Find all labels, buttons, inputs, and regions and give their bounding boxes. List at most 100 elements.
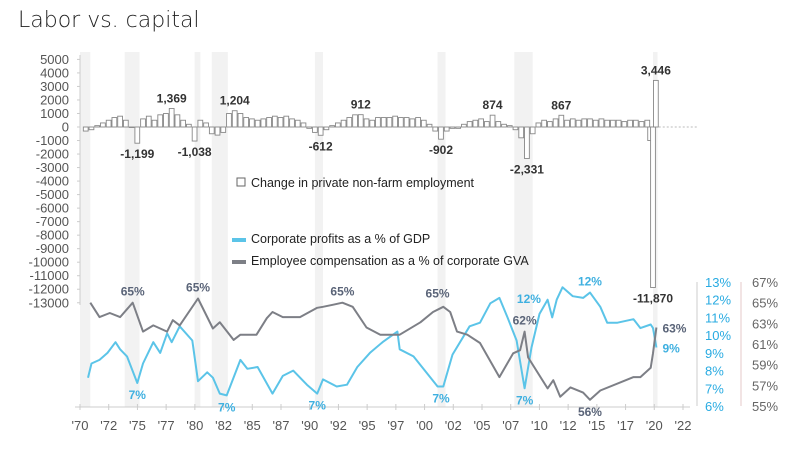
compensation-axis-label: 67%: [752, 275, 778, 290]
employment-bar: [186, 123, 192, 128]
profits-axis-label: 8%: [705, 364, 724, 379]
bar-data-label: 912: [351, 98, 371, 112]
bar-data-label: 1,369: [157, 91, 187, 105]
x-tick-label: '10: [531, 418, 548, 433]
x-tick-label: '77: [158, 418, 175, 433]
employment-bar: [524, 126, 530, 159]
x-tick-label: '00: [416, 418, 433, 433]
bar-data-label: 3,446: [641, 63, 671, 77]
employment-bar: [128, 126, 135, 128]
x-tick-label: '05: [474, 418, 491, 433]
line-data-label: 7%: [218, 400, 236, 414]
employment-bar: [363, 118, 370, 128]
employment-bar: [323, 126, 330, 131]
employment-bar: [426, 123, 433, 128]
employment-bar: [88, 126, 95, 131]
employment-bar: [575, 119, 582, 128]
line-data-label: 12%: [578, 275, 602, 289]
y-tick-label: -4000: [36, 174, 69, 189]
employment-bar: [180, 119, 186, 128]
compensation-axis-label: 61%: [752, 337, 778, 352]
employment-bar: [105, 119, 112, 128]
y-tick-label: -9000: [36, 241, 69, 256]
y-tick-label: 5000: [40, 52, 69, 67]
bar-data-label: -2,331: [510, 163, 544, 177]
line-data-label: 56%: [578, 405, 602, 419]
employment-bar: [610, 119, 616, 128]
employment-bar: [134, 126, 141, 144]
x-tick-label: '95: [359, 418, 376, 433]
employment-bar: [483, 121, 490, 128]
employment-bar: [529, 126, 536, 135]
employment-bar: [438, 126, 444, 140]
employment-bar: [558, 114, 565, 128]
employment-bar: [598, 118, 605, 128]
bar-data-label: 867: [551, 98, 571, 112]
y-tick-label: 1000: [40, 106, 69, 121]
employment-bar: [420, 119, 427, 128]
employment-bar: [547, 121, 553, 128]
y-tick-label: -7000: [36, 214, 69, 229]
y-tick-label: -2000: [36, 147, 69, 162]
employment-bar: [271, 115, 278, 128]
employment-bar: [208, 126, 215, 135]
legend-compensation: Employee compensation as a % of corporat…: [251, 254, 529, 268]
employment-bar: [145, 115, 152, 128]
employment-bar: [214, 126, 221, 136]
employment-bar: [151, 119, 158, 128]
compensation-line: [89, 297, 658, 401]
bar-data-label: -11,870: [633, 291, 673, 305]
x-tick-label: '92: [330, 418, 347, 433]
profits-axis-label: 7%: [705, 381, 724, 396]
x-tick-label: '72: [100, 418, 117, 433]
line-data-label: 65%: [121, 285, 145, 299]
employment-bar: [100, 122, 106, 128]
employment-bar: [226, 113, 232, 128]
employment-bar: [266, 117, 272, 128]
employment-bar: [621, 121, 628, 128]
employment-bar: [94, 125, 101, 128]
y-tick-label: -5000: [36, 187, 69, 202]
employment-bar: [340, 119, 347, 128]
employment-bar: [552, 118, 559, 128]
compensation-axis-label: 57%: [752, 378, 778, 393]
employment-bar: [443, 126, 450, 132]
line-data-label: 63%: [662, 321, 686, 335]
employment-bar: [409, 118, 416, 128]
y-tick-label: -13000: [29, 295, 69, 310]
y-tick-label: 4000: [40, 65, 69, 80]
employment-bar: [203, 122, 209, 128]
line-data-label: 65%: [186, 281, 210, 295]
employment-bar: [449, 126, 456, 129]
employment-bar: [495, 121, 502, 128]
employment-bar: [627, 119, 633, 128]
employment-bar: [415, 117, 421, 128]
profits-axis-label: 12%: [705, 293, 731, 308]
employment-bar: [380, 117, 387, 128]
line-data-label: 65%: [426, 287, 450, 301]
employment-bar: [289, 118, 295, 128]
legend-swatch-profits: [232, 238, 246, 242]
x-tick-label: '82: [215, 418, 232, 433]
line-data-label: 62%: [513, 314, 537, 328]
employment-bar: [294, 119, 301, 128]
recession-band: [194, 52, 201, 407]
employment-bar: [220, 126, 227, 133]
legend-hollow-square-icon: [236, 177, 246, 187]
x-tick-label: '70: [72, 418, 89, 433]
x-tick-label: '20: [646, 418, 663, 433]
line-data-label: 7%: [432, 392, 450, 406]
employment-bar: [260, 118, 267, 128]
recession-band: [211, 52, 228, 407]
profits-axis-label: 13%: [705, 275, 731, 290]
employment-bar: [615, 119, 622, 128]
employment-bar: [329, 125, 335, 128]
employment-bar: [335, 122, 341, 128]
x-tick-label: '87: [273, 418, 290, 433]
y-tick-label: -6000: [36, 201, 69, 216]
bar-data-label: -612: [309, 139, 333, 153]
employment-bar: [197, 119, 204, 128]
employment-bar: [231, 110, 238, 128]
y-tick-label: -12000: [29, 282, 69, 297]
